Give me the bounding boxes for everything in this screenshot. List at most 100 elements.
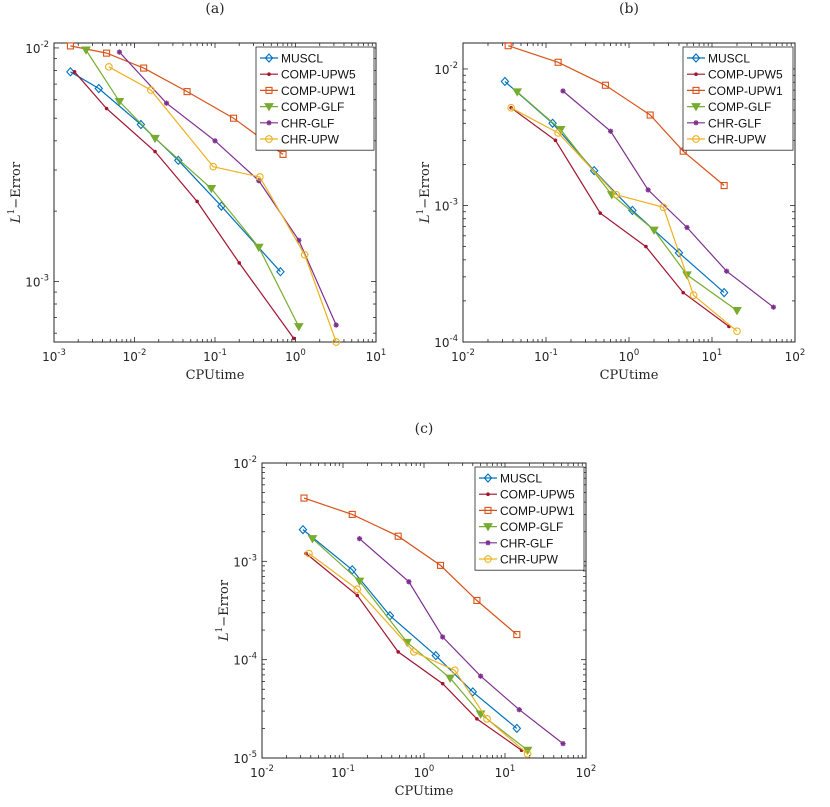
data-point-comp-upw5 [681,290,686,295]
data-point-muscl [298,524,308,535]
series-comp-glf [512,88,742,316]
legend: MUSCL COMP-UPW5 COMP-UPW1 COMP-GLF CHR-GLF CH… [255,46,375,151]
data-point-comp-upw1 [183,88,191,96]
data-point-comp-glf [649,226,659,235]
data-point-chr-glf [440,634,446,640]
data-point-comp-upw5 [153,149,157,154]
panel-a-chart: (a) 10-3 10-2 10-1 100 101 10-3 10-2 CPUtime L1−E… [7,1,386,383]
legend-item-comp-glf: COMP-GLF [687,100,771,114]
data-point-comp-upw1 [513,631,521,639]
panel-tag-a: (a) [205,1,224,17]
data-point-comp-upw1 [103,49,111,57]
data-point-chr-glf [516,707,522,713]
data-point-muscl [276,266,285,277]
data-point-comp-upw5 [553,138,558,143]
data-point-chr-glf [406,579,412,585]
legend-marker [484,555,492,563]
series-line-muscl [302,529,518,729]
series-line-comp-upw1 [70,45,284,155]
x-tick-label: 102 [785,348,806,364]
data-point-comp-upw1 [720,181,728,190]
data-point-chr-glf [607,128,614,134]
legend-marker [264,103,274,112]
data-point-chr-upw [659,203,668,212]
data-point-comp-glf [512,88,523,97]
data-point-comp-glf [307,535,318,544]
data-point-comp-upw1 [230,114,238,122]
data-point-chr-upw [554,129,562,137]
data-point-chr-glf [645,187,651,193]
legend-marker [264,53,274,63]
data-point-muscl [719,287,729,298]
legend-item-chr-upw: CHR-UPW [260,133,340,147]
legend-marker [692,135,700,143]
series-chr-glf [356,536,566,747]
legend-label: COMP-GLF [708,100,771,114]
data-point-muscl [512,723,522,734]
legend-marker [484,506,492,514]
data-point-chr-glf [478,673,484,679]
data-point-chr-upw [300,250,309,259]
data-point-comp-upw1 [300,494,308,502]
data-point-comp-glf [606,191,617,200]
legend-item-chr-glf: CHR-GLF [260,116,334,130]
legend-label: MUSCL [500,472,542,486]
legend-box [682,46,794,151]
data-point-chr-upw [410,648,418,656]
data-point-comp-glf [150,134,160,144]
data-point-comp-upw5 [237,261,242,265]
data-point-comp-glf [293,323,304,332]
data-point-comp-upw1 [436,561,445,569]
series-line-chr-upw [308,553,528,755]
data-point-chr-glf [333,322,339,328]
x-tick-label: 100 [285,348,306,364]
data-point-comp-upw5 [644,244,648,249]
series-line-chr-upw [510,107,738,332]
panel-c-chart: (c) 10-2 10-1 100 101 102 10-5 10-4 10-3 10-2 CPUt… [215,421,596,799]
panel-tag-b: (b) [619,1,639,17]
series-muscl [298,524,522,734]
data-point-muscl [500,76,510,87]
series-comp-upw1 [66,42,287,158]
series-line-comp-upw1 [303,497,518,636]
legend-marker [265,135,273,143]
legend-marker [692,86,700,94]
data-point-chr-upw [147,86,155,94]
data-point-chr-upw [255,173,264,181]
legend-marker [691,103,701,112]
data-point-chr-upw [733,327,741,336]
data-point-muscl [468,687,478,697]
data-point-comp-upw5 [440,681,445,686]
legend-item-comp-upw5: COMP-UPW5 [687,68,783,82]
data-point-comp-upw1 [473,596,481,605]
data-point-comp-upw1 [646,111,654,119]
data-point-comp-upw1 [601,81,609,89]
series-line-comp-upw5 [305,553,522,751]
data-point-chr-glf [560,741,566,747]
data-point-comp-upw5 [475,717,479,721]
data-point-muscl [173,155,183,166]
series-comp-upw5 [304,551,524,753]
x-tick-label: 10-2 [123,348,147,364]
legend-marker [483,473,493,483]
legend-item-comp-upw1: COMP-UPW1 [687,84,783,98]
data-point-comp-upw5 [104,106,109,111]
data-point-comp-glf [732,307,742,316]
x-tick-label: 10-1 [331,764,355,780]
y-axis-title: L1−Error [215,579,232,642]
series-line-comp-upw5 [510,107,730,327]
series-comp-upw5 [509,105,731,329]
legend-box [474,466,585,571]
legend-item-muscl: MUSCL [687,52,750,66]
data-point-comp-upw1 [348,510,356,518]
data-point-muscl [94,83,104,94]
data-point-comp-upw5 [72,70,77,74]
legend-label: COMP-UPW5 [708,68,783,82]
legend-label: MUSCL [281,52,323,66]
x-tick-label: 10-3 [42,348,66,364]
legend-item-comp-upw5: COMP-UPW5 [260,68,356,82]
data-point-muscl [66,67,75,77]
series-chr-upw [104,62,341,346]
data-point-chr-upw [507,103,515,112]
x-tick-label: 102 [576,764,597,780]
